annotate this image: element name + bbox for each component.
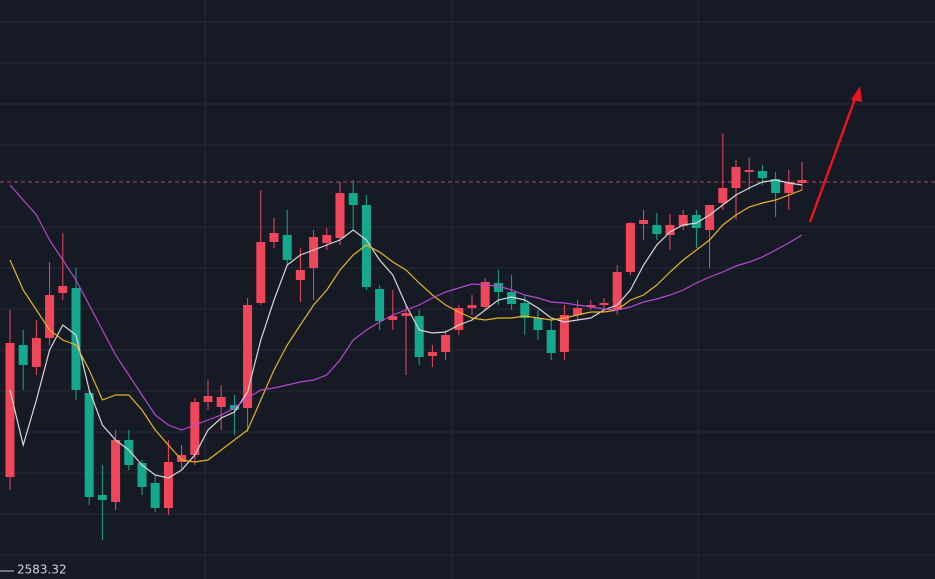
candle-body: [599, 303, 609, 305]
candle-body: [678, 215, 688, 226]
candle-body: [58, 286, 68, 293]
candle-body: [546, 330, 556, 353]
ma-line: [9, 179, 803, 479]
candle-body: [493, 283, 503, 292]
candle-body: [573, 308, 583, 315]
ma-line: [9, 189, 803, 463]
candle-body: [18, 345, 28, 365]
candle-body: [335, 193, 345, 238]
candle-body: [744, 170, 754, 172]
candle-body: [652, 225, 662, 234]
candle-body: [5, 343, 15, 477]
candle-body: [177, 455, 187, 462]
candle-body: [309, 237, 319, 268]
candle-body: [507, 292, 517, 304]
arrow-shaft: [808, 95, 858, 223]
candle-body: [625, 223, 635, 272]
candle-body: [124, 440, 134, 465]
candle-body: [111, 440, 121, 502]
candle-body: [84, 393, 94, 497]
candle-body: [243, 305, 253, 408]
candle-body: [322, 235, 332, 243]
candle-body: [771, 179, 781, 193]
candle-body: [137, 463, 147, 487]
candle-body: [414, 316, 424, 357]
candle-body: [467, 305, 477, 308]
candle-body: [295, 270, 305, 280]
candle-body: [665, 225, 675, 235]
arrow-head: [851, 86, 862, 102]
candle-body: [282, 235, 292, 260]
candle-body: [757, 171, 767, 178]
candle-body: [533, 318, 543, 330]
candle-body: [348, 193, 358, 205]
low-label: 2583.32: [17, 563, 67, 577]
candle-body: [454, 308, 464, 330]
candle-body: [375, 289, 385, 321]
candle-body: [190, 402, 200, 455]
candle-body: [520, 303, 530, 318]
candle-body: [256, 242, 266, 303]
candle-body: [691, 215, 701, 228]
candle-body: [150, 483, 160, 508]
candle-body: [718, 188, 728, 203]
candle-body: [480, 282, 490, 307]
candle-body: [559, 315, 569, 352]
ma-line: [9, 184, 803, 431]
trend-arrow: [808, 86, 862, 223]
candle-body: [31, 338, 41, 367]
candle-body: [203, 396, 213, 402]
candle-body: [71, 288, 81, 390]
candle-body: [731, 167, 741, 188]
candle-body: [45, 295, 55, 338]
candle-body: [639, 220, 649, 224]
candle-body: [441, 335, 451, 352]
candle-body: [427, 352, 437, 356]
candle-body: [705, 205, 715, 230]
candle-body: [784, 182, 794, 193]
candle-body: [269, 233, 279, 242]
candle-body: [97, 495, 107, 500]
candle-body: [401, 313, 411, 316]
candle-body: [612, 272, 622, 310]
marks: [0, 133, 935, 540]
candle-body: [216, 397, 226, 407]
candle-body: [388, 316, 398, 320]
candle-body: [163, 462, 173, 508]
candle-body: [797, 180, 807, 183]
candle-body: [361, 205, 371, 287]
candle-body: [586, 305, 596, 307]
